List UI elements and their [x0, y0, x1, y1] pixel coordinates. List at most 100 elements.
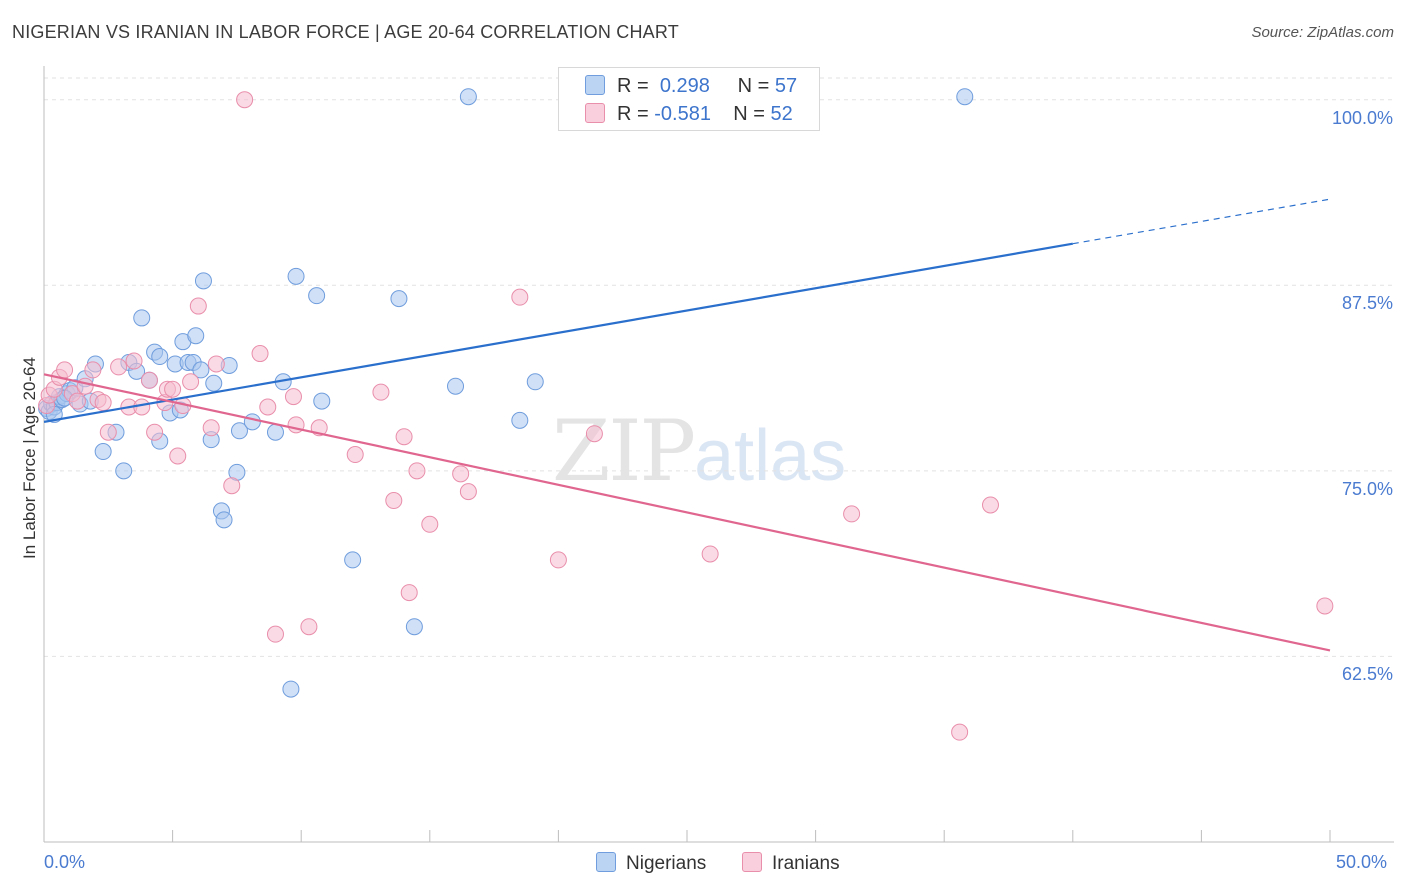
legend-n-label: N = [733, 103, 765, 125]
iranians-point-11 [99, 423, 117, 441]
gridlines [44, 77, 1394, 657]
iranians-point-29 [251, 345, 269, 363]
source-label: Source: ZipAtlas.com [1251, 24, 1394, 41]
legend-n-iranians: 52 [770, 103, 793, 125]
nigerians-point-16 [115, 462, 133, 480]
iranians-point-45 [511, 288, 529, 306]
watermark-atlas: atlas [694, 416, 847, 496]
iranians-point-49 [843, 505, 861, 523]
legend-swatch-nigerians [585, 75, 605, 95]
y-tick-label: 100.0% [1331, 107, 1393, 128]
legend-row-nigerians: R = 0.298 N = 57 [585, 75, 797, 98]
iranians-point-32 [284, 388, 302, 406]
iranians-point-30 [259, 398, 277, 416]
legend-r-label: R = [617, 75, 649, 97]
iranians-point-28 [236, 91, 254, 109]
nigerians-point-49 [405, 618, 423, 636]
legend-n-nigerians: 57 [774, 75, 798, 97]
nigerians-point-51 [459, 88, 477, 106]
y-axis-label: In Labor Force | Age 20-64 [20, 357, 39, 559]
iranians-point-31 [266, 625, 284, 643]
legend-swatch-iranians [585, 103, 605, 123]
iranians-point-6 [68, 392, 86, 410]
iranians-point-25 [202, 419, 220, 437]
legend-r-iranians: -0.581 [654, 103, 711, 125]
watermark-zip: ZIP [552, 402, 696, 500]
iranians-point-20 [164, 380, 182, 398]
nigerians-point-30 [187, 327, 205, 345]
nigerians-point-14 [94, 443, 112, 461]
y-tick-label: 62.5% [1341, 664, 1393, 685]
watermark: ZIPatlas [552, 402, 846, 500]
iranians-point-10 [94, 394, 112, 412]
nigerians-trend-line [43, 242, 1073, 423]
y-tick-label: 87.5% [1341, 293, 1393, 314]
trend-lines [43, 198, 1331, 652]
iranians-point-50 [981, 496, 999, 514]
iranians-point-39 [395, 428, 413, 446]
correlation-legend: R = 0.298 N = 57 R = -0.581 N = 52 [558, 67, 820, 131]
x-tick-min: 0.0% [44, 852, 86, 872]
iranians-point-4 [56, 361, 74, 379]
nigerians-point-22 [151, 348, 169, 366]
x-tick-max: 50.0% [1336, 852, 1388, 872]
iranians-point-44 [459, 483, 477, 501]
iranians-point-14 [125, 352, 143, 370]
iranians-point-47 [585, 425, 603, 443]
nigerians-point-43 [282, 680, 300, 698]
legend-row-iranians: R = -0.581 N = 52 [585, 103, 793, 126]
legend-r-label: R = [617, 103, 649, 125]
bottom-legend-swatch-iranians [742, 852, 762, 872]
nigerians-point-50 [447, 377, 465, 395]
nigerians-point-53 [526, 373, 544, 391]
chart-title: NIGERIAN VS IRANIAN IN LABOR FORCE | AGE… [12, 22, 679, 42]
axes [43, 66, 1394, 843]
iranians-point-41 [408, 462, 426, 480]
bottom-legend-iranians: Iranians [742, 852, 840, 875]
iranians-point-52 [951, 723, 969, 741]
nigerians-point-54 [956, 88, 974, 106]
iranians-point-46 [549, 551, 567, 569]
iranians-point-17 [146, 423, 164, 441]
iranians-trend-line [43, 373, 1331, 652]
nigerians-point-44 [287, 267, 305, 285]
nigerians-point-32 [194, 272, 212, 290]
iranians-point-40 [400, 584, 418, 602]
nigerians-point-31 [192, 361, 210, 379]
nigerians-point-19 [133, 309, 151, 327]
iranians-point-7 [76, 377, 94, 395]
iranians-point-51 [1316, 597, 1334, 615]
nigerians-point-39 [230, 422, 248, 440]
nigerians-point-48 [390, 290, 408, 308]
iranians-point-12 [110, 358, 128, 376]
iranians-point-34 [300, 618, 318, 636]
bottom-legend-nigerians: Nigerians [596, 852, 706, 875]
nigerians-point-47 [344, 551, 362, 569]
legend-n-label: N = [737, 75, 770, 97]
y-tick-label: 75.0% [1341, 478, 1393, 499]
nigerians-point-45 [308, 287, 326, 305]
iranians-point-43 [452, 465, 470, 483]
nigerians-point-36 [215, 511, 233, 529]
iranians-point-24 [189, 297, 207, 315]
bottom-legend-label-nigerians: Nigerians [626, 853, 707, 874]
nigerians-point-41 [266, 423, 284, 441]
iranians-point-26 [207, 355, 225, 373]
bottom-legend-label-iranians: Iranians [772, 853, 840, 874]
iranians-point-27 [223, 477, 241, 495]
iranians-point-38 [385, 492, 403, 510]
iranians-point-48 [701, 545, 719, 563]
iranians-point-36 [346, 446, 364, 464]
nigerians-point-34 [205, 374, 223, 392]
nigerians-point-40 [243, 413, 261, 431]
iranians-point-16 [140, 371, 158, 389]
iranians-point-42 [421, 515, 439, 533]
iranians-point-21 [169, 447, 187, 465]
bottom-legend-swatch-nigerians [596, 852, 616, 872]
nigerians-point-52 [511, 411, 529, 429]
data-points [38, 88, 1334, 741]
legend-r-nigerians: 0.298 [659, 75, 710, 97]
nigerians-trend-extension [1072, 198, 1331, 245]
nigerians-point-46 [313, 392, 331, 410]
